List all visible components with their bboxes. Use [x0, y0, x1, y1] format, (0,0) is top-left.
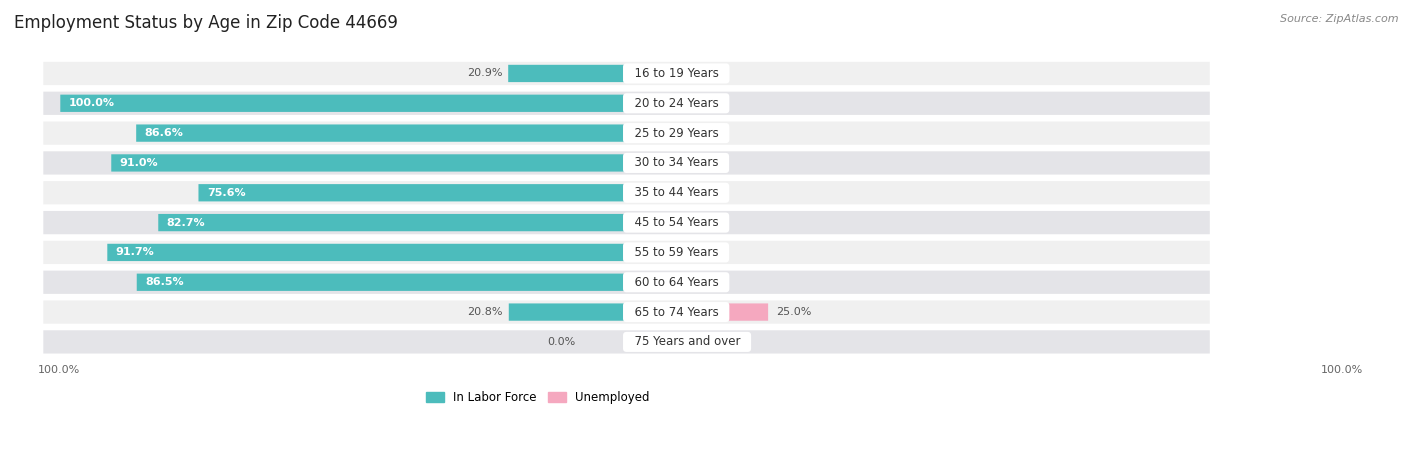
FancyBboxPatch shape: [508, 65, 627, 82]
Text: 0.0%: 0.0%: [681, 248, 709, 258]
Text: 82.7%: 82.7%: [167, 217, 205, 228]
Text: 60 to 64 Years: 60 to 64 Years: [627, 276, 725, 289]
Text: 100.0%: 100.0%: [1320, 365, 1362, 375]
FancyBboxPatch shape: [44, 300, 1209, 324]
FancyBboxPatch shape: [627, 184, 672, 202]
Text: 0.0%: 0.0%: [681, 69, 709, 78]
Text: 0.0%: 0.0%: [547, 337, 575, 347]
Text: 0.0%: 0.0%: [681, 337, 709, 347]
FancyBboxPatch shape: [627, 214, 672, 231]
FancyBboxPatch shape: [44, 241, 1209, 264]
Legend: In Labor Force, Unemployed: In Labor Force, Unemployed: [422, 387, 655, 409]
Text: 35 to 44 Years: 35 to 44 Years: [627, 186, 725, 199]
Text: 100.0%: 100.0%: [38, 365, 80, 375]
Text: 0.0%: 0.0%: [681, 277, 709, 287]
FancyBboxPatch shape: [627, 333, 672, 350]
FancyBboxPatch shape: [60, 95, 627, 112]
Text: 0.0%: 0.0%: [681, 98, 709, 108]
FancyBboxPatch shape: [627, 95, 672, 112]
FancyBboxPatch shape: [44, 92, 1209, 115]
FancyBboxPatch shape: [198, 184, 627, 202]
Text: 20 to 24 Years: 20 to 24 Years: [627, 97, 725, 110]
Text: 91.0%: 91.0%: [120, 158, 159, 168]
Text: 75.6%: 75.6%: [207, 188, 246, 198]
Text: 55 to 59 Years: 55 to 59 Years: [627, 246, 725, 259]
Text: 20.8%: 20.8%: [468, 307, 503, 317]
FancyBboxPatch shape: [111, 154, 627, 171]
FancyBboxPatch shape: [136, 274, 627, 291]
FancyBboxPatch shape: [44, 330, 1209, 354]
FancyBboxPatch shape: [44, 151, 1209, 175]
Text: 25 to 29 Years: 25 to 29 Years: [627, 127, 725, 140]
Text: 0.0%: 0.0%: [681, 158, 709, 168]
FancyBboxPatch shape: [627, 124, 672, 142]
FancyBboxPatch shape: [44, 121, 1209, 145]
Text: 0.0%: 0.0%: [681, 188, 709, 198]
Text: 45 to 54 Years: 45 to 54 Years: [627, 216, 725, 229]
Text: 30 to 34 Years: 30 to 34 Years: [627, 156, 725, 170]
Text: 75 Years and over: 75 Years and over: [627, 336, 748, 349]
FancyBboxPatch shape: [627, 154, 672, 171]
Text: 16 to 19 Years: 16 to 19 Years: [627, 67, 725, 80]
Text: 20.9%: 20.9%: [467, 69, 502, 78]
FancyBboxPatch shape: [509, 304, 627, 321]
FancyBboxPatch shape: [44, 271, 1209, 294]
Text: 0.0%: 0.0%: [681, 128, 709, 138]
FancyBboxPatch shape: [44, 181, 1209, 204]
Text: Source: ZipAtlas.com: Source: ZipAtlas.com: [1281, 14, 1399, 23]
FancyBboxPatch shape: [107, 244, 627, 261]
Text: 100.0%: 100.0%: [69, 98, 115, 108]
FancyBboxPatch shape: [627, 65, 672, 82]
Text: 25.0%: 25.0%: [776, 307, 813, 317]
FancyBboxPatch shape: [44, 62, 1209, 85]
FancyBboxPatch shape: [159, 214, 627, 231]
FancyBboxPatch shape: [627, 244, 672, 261]
FancyBboxPatch shape: [44, 211, 1209, 234]
FancyBboxPatch shape: [136, 124, 627, 142]
FancyBboxPatch shape: [627, 304, 768, 321]
FancyBboxPatch shape: [627, 274, 672, 291]
Text: 86.5%: 86.5%: [145, 277, 184, 287]
Text: 65 to 74 Years: 65 to 74 Years: [627, 306, 725, 318]
Text: Employment Status by Age in Zip Code 44669: Employment Status by Age in Zip Code 446…: [14, 14, 398, 32]
Text: 0.0%: 0.0%: [681, 217, 709, 228]
Text: 86.6%: 86.6%: [145, 128, 184, 138]
Text: 91.7%: 91.7%: [115, 248, 155, 258]
